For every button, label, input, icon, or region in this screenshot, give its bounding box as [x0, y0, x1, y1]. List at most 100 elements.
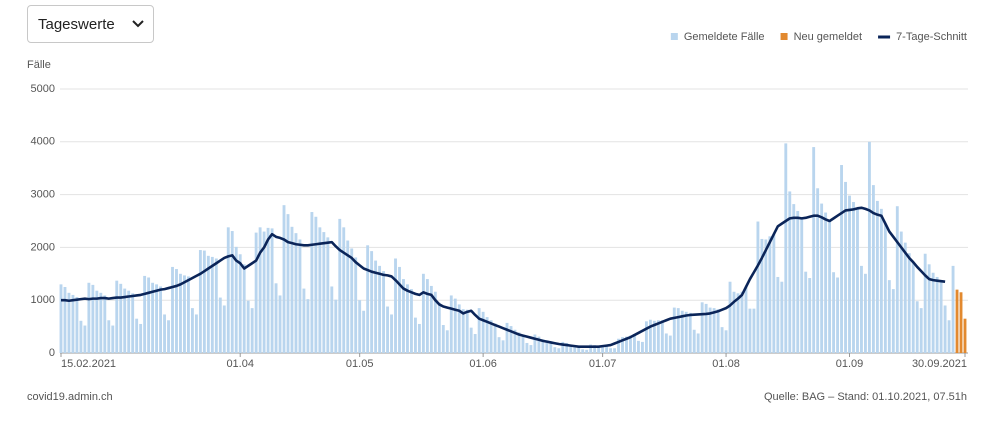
bar — [708, 307, 712, 353]
bar — [306, 299, 310, 353]
bar — [246, 300, 250, 353]
bar — [939, 281, 943, 353]
bar — [820, 203, 824, 353]
bar — [875, 200, 879, 353]
bar — [346, 240, 350, 353]
bar — [501, 340, 505, 353]
bar — [915, 301, 919, 353]
view-dropdown[interactable]: Tageswerte — [27, 5, 154, 43]
bar — [923, 253, 927, 353]
bar — [529, 345, 533, 353]
bar — [796, 210, 800, 353]
bar — [334, 299, 338, 353]
legend-label: Neu gemeldet — [794, 31, 863, 43]
bar — [87, 282, 91, 353]
bar — [127, 290, 131, 353]
bar — [429, 285, 433, 353]
legend-label: 7-Tage-Schnitt — [896, 31, 967, 43]
bar — [425, 279, 429, 353]
bar — [943, 305, 947, 353]
bar — [521, 334, 525, 353]
bar — [736, 293, 740, 353]
bar — [891, 289, 895, 353]
bar — [637, 340, 640, 353]
bar — [848, 195, 851, 353]
bar — [633, 333, 636, 353]
bar — [955, 289, 959, 353]
bar — [314, 216, 318, 353]
bar — [382, 271, 386, 353]
bar — [887, 280, 891, 353]
bar — [517, 332, 521, 353]
bar — [724, 330, 728, 353]
bar — [640, 341, 644, 353]
bar — [541, 339, 545, 353]
bar — [107, 320, 111, 353]
bar — [668, 335, 672, 353]
dropdown-chevron — [132, 20, 144, 28]
legend-label: Gemeldete Fälle — [684, 31, 765, 43]
bar — [812, 147, 816, 353]
x-tick-label: 01.09 — [836, 358, 864, 370]
bar — [808, 278, 812, 353]
bar — [449, 295, 453, 353]
bar — [354, 257, 358, 353]
bar — [549, 341, 553, 353]
bar — [67, 292, 71, 353]
bar — [59, 284, 63, 353]
bar — [163, 314, 166, 353]
bar — [258, 227, 262, 353]
bar — [147, 277, 151, 353]
bar — [473, 333, 477, 353]
x-tick-label: 01.04 — [226, 358, 254, 370]
x-tick-label: 01.06 — [469, 358, 497, 370]
bar — [585, 349, 589, 353]
bar — [652, 320, 656, 353]
bar — [664, 333, 668, 353]
bar — [79, 320, 83, 353]
legend-swatch — [780, 33, 788, 40]
y-tick-label: 0 — [49, 347, 55, 359]
bar — [931, 272, 935, 353]
bar — [509, 326, 513, 353]
bar — [441, 325, 445, 353]
bar — [238, 254, 242, 353]
bar — [712, 308, 716, 353]
bar — [226, 227, 230, 353]
bar — [895, 206, 899, 353]
bar — [214, 258, 218, 353]
bar — [95, 290, 99, 353]
bar — [242, 264, 246, 353]
bar — [804, 271, 808, 353]
bar — [919, 308, 923, 353]
bar — [497, 337, 501, 353]
bar — [378, 265, 382, 353]
y-tick-label: 3000 — [31, 189, 55, 201]
bar — [123, 288, 127, 353]
bar — [175, 269, 178, 353]
y-tick-label: 5000 — [31, 83, 55, 95]
bar — [565, 342, 569, 353]
bar — [433, 291, 437, 353]
bar — [840, 165, 843, 353]
bar — [461, 309, 465, 353]
bar — [366, 245, 370, 353]
y-tick-label: 4000 — [31, 136, 55, 148]
bar — [350, 248, 354, 353]
bar — [728, 281, 732, 353]
bar — [179, 273, 182, 353]
bar — [832, 272, 836, 353]
bar — [190, 308, 194, 353]
bar — [171, 266, 174, 353]
bar — [963, 318, 967, 353]
bar — [270, 228, 274, 353]
bar — [513, 329, 517, 353]
bar — [481, 311, 485, 353]
x-tick-label: 01.08 — [712, 358, 740, 370]
bar — [469, 327, 473, 353]
x-tick-label: 01.05 — [346, 358, 374, 370]
bar — [91, 284, 95, 353]
bar — [824, 212, 828, 353]
bar — [406, 284, 409, 353]
